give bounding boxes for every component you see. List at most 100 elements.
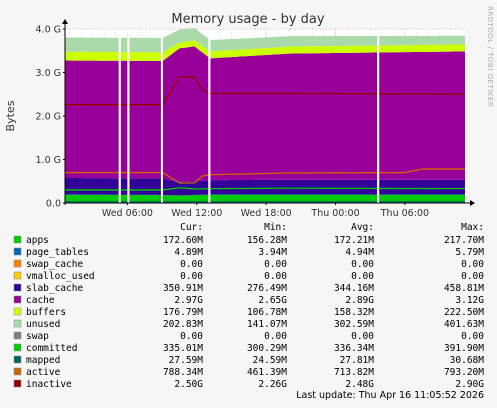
legend-max-vmalloc-used: 0.00 [461,271,484,282]
last-update: Last update: Thu Apr 16 11:05:52 2026 [296,390,484,401]
legend-avg-apps: 172.21M [334,235,374,246]
legend-label-vmalloc-used: vmalloc_used [26,271,95,282]
legend-swatch-mapped [13,355,22,364]
rrdtool-watermark: RRDTOOL / TOBI OETIKER [486,6,494,107]
legend-cur-active: 788.34M [163,367,203,378]
legend-avg-swap: 0.00 [351,331,374,342]
data-gap-overlay [208,29,211,203]
legend-cur-swap: 0.00 [180,331,203,342]
legend-max-committed: 391.90M [444,343,484,354]
data-gap-overlay [160,29,163,203]
legend-cur-page-tables: 4.89M [174,247,203,258]
legend-min-mapped: 24.59M [253,355,288,366]
legend-max-mapped: 30.68M [450,355,485,366]
x-tick-label: Wed 12:00 [171,208,222,219]
legend-header-avg: Avg: [351,222,374,233]
legend-avg-mapped: 27.81M [340,355,375,366]
legend-avg-slab-cache: 344.16M [334,283,374,294]
legend-avg-swap-cache: 0.00 [351,259,374,270]
legend-min-buffers: 106.78M [247,307,287,318]
legend-min-active: 461.39M [247,367,287,378]
legend-max-slab-cache: 458.81M [444,283,484,294]
legend-swatch-committed [13,343,22,352]
x-tick-label: Thu 06:00 [380,208,429,219]
data-gap-overlay [118,29,121,203]
stacked-area-layer [65,27,465,203]
legend-label-swap-cache: swap_cache [26,259,83,270]
legend-min-apps: 156.28M [247,235,287,246]
legend-header-max: Max: [461,222,484,233]
area-unused [65,27,465,53]
legend-cur-mapped: 27.59M [169,355,204,366]
axis-layer: 0.0 1.0 G 2.0 G 3.0 G 4.0 G Wed 06:00 Wed 12:0… [36,19,475,219]
legend-label-mapped: mapped [26,355,60,366]
legend-avg-unused: 302.59M [334,319,374,330]
legend-min-swap: 0.00 [264,331,287,342]
line-inactive [65,76,465,106]
legend-swatch-buffers [13,307,22,316]
legend-label-active: active [26,367,61,378]
legend-header-min: Min: [264,222,287,233]
legend-cur-buffers: 176.79M [163,307,203,318]
area-slab-cache [65,177,465,196]
legend-label-apps: apps [26,235,49,246]
legend-max-swap: 0.00 [461,331,484,342]
line-series-layer [65,29,466,203]
legend-max-cache: 3.12G [455,295,484,306]
legend-cur-unused: 202.83M [163,319,203,330]
legend-swatch-unused [13,319,22,328]
legend-label-slab-cache: slab_cache [26,283,83,294]
y-tick-label: 4.0 G [36,25,62,36]
legend-avg-vmalloc-used: 0.00 [351,271,374,282]
x-tick-label: Wed 06:00 [102,208,153,219]
legend-max-active: 793.20M [444,367,484,378]
legend-min-swap-cache: 0.00 [264,259,287,270]
y-axis-label: Bytes [4,100,17,131]
legend-min-committed: 300.29M [247,343,287,354]
x-tick-label: Thu 00:00 [310,208,359,219]
legend-header-cur: Cur: [180,222,203,233]
legend-avg-page-tables: 4.94M [345,247,374,258]
legend-swatch-inactive [13,379,22,388]
legend-cur-vmalloc-used: 0.00 [180,271,203,282]
legend-max-unused: 401.63M [444,319,484,330]
area-page-tables [65,194,465,196]
legend-max-apps: 217.70M [444,235,484,246]
legend-swatch-apps [13,235,22,244]
y-tick-label: 0.0 [46,199,61,210]
legend-swatch-vmalloc-used [13,271,22,280]
legend-label-cache: cache [26,295,55,306]
legend-swatch-page-tables [13,247,22,256]
legend-cur-swap-cache: 0.00 [180,259,203,270]
legend-cur-committed: 335.01M [163,343,203,354]
legend-cur-cache: 2.97G [174,295,203,306]
legend-max-page-tables: 5.79M [455,247,484,258]
legend-swatch-swap [13,331,22,340]
line-active [65,168,465,184]
legend-avg-inactive: 2.48G [345,379,374,390]
legend: Cur: Min: Avg: Max: apps 172.60M 156.28M 172.21… [13,222,485,390]
legend-avg-active: 713.82M [334,367,374,378]
chart-title: Memory usage - by day [171,12,324,27]
y-axis-arrow [62,19,68,24]
area-apps [65,194,465,203]
line-committed [65,187,466,191]
y-tick-label: 2.0 G [36,112,62,123]
legend-min-page-tables: 3.94M [258,247,287,258]
legend-label-committed: committed [26,343,77,354]
legend-max-inactive: 2.90G [455,379,484,390]
data-gap-overlay [127,29,130,203]
x-tick-label: Wed 18:00 [241,208,292,219]
legend-swatch-slab-cache [13,283,22,292]
legend-min-slab-cache: 276.49M [247,283,287,294]
legend-min-unused: 141.07M [247,319,287,330]
legend-swatch-cache [13,295,22,304]
legend-avg-committed: 336.34M [334,343,374,354]
legend-min-cache: 2.65G [258,295,287,306]
legend-cur-apps: 172.60M [163,235,203,246]
legend-cur-slab-cache: 350.91M [163,283,203,294]
legend-label-inactive: inactive [26,379,72,390]
legend-label-swap: swap [26,331,49,342]
legend-min-inactive: 2.26G [258,379,287,390]
